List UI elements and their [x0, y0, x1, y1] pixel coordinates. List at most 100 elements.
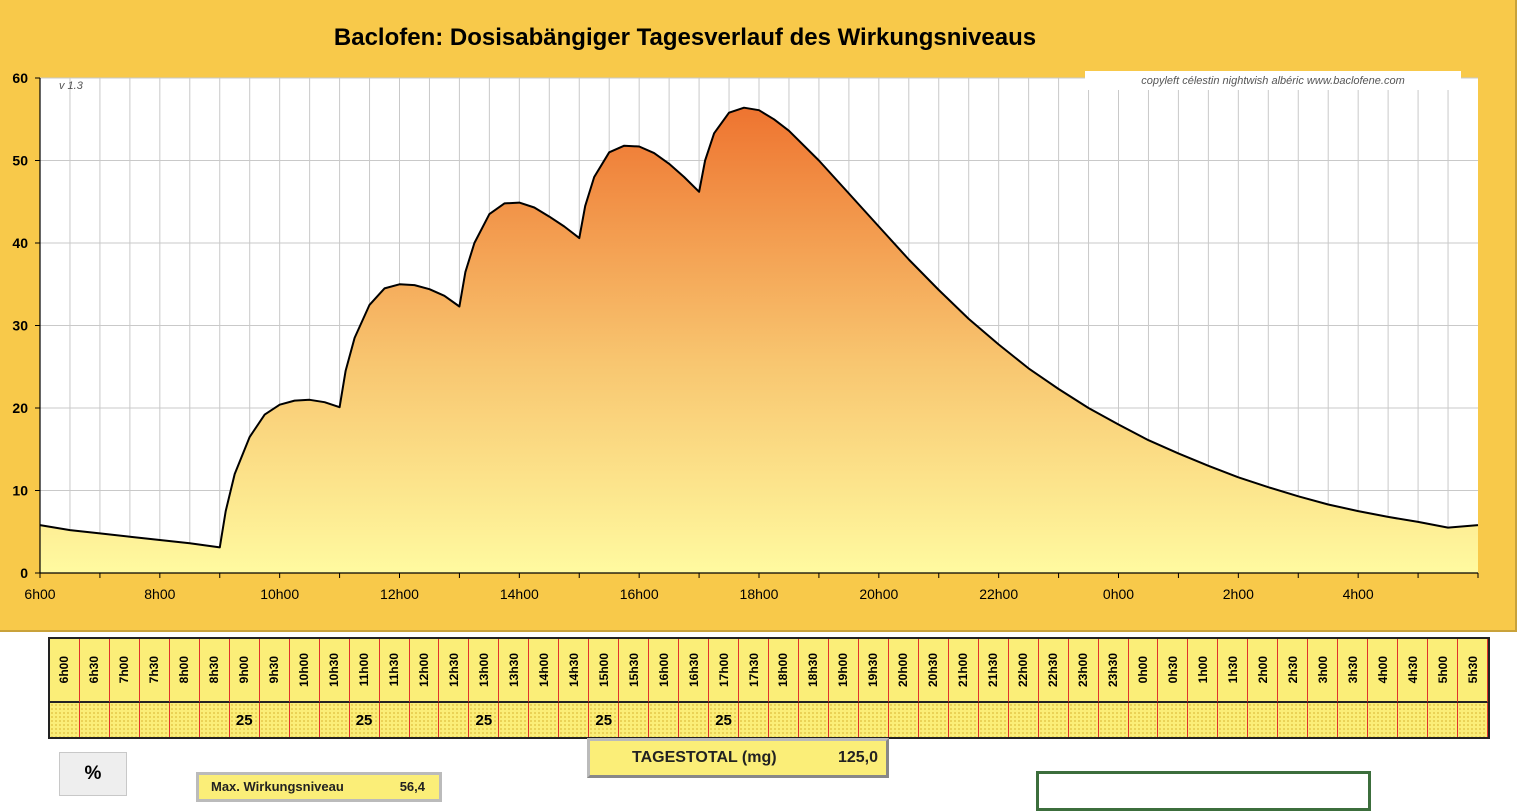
- time-slot-header: 18h30: [798, 639, 829, 703]
- dose-input-cell[interactable]: [769, 703, 799, 737]
- dose-input-cell[interactable]: [50, 703, 80, 737]
- time-slot-label: 21h00: [956, 652, 971, 688]
- dose-input-cell[interactable]: [169, 703, 200, 737]
- time-slot-header: 22h00: [1008, 639, 1039, 703]
- time-slot-header: 0h30: [1158, 639, 1189, 703]
- time-slot-header: 6h30: [79, 639, 110, 703]
- max-level-label: Max. Wirkungsniveau: [211, 779, 344, 794]
- y-tick-label: 50: [12, 153, 28, 169]
- time-slot-label: 11h00: [357, 653, 372, 687]
- y-tick-label: 30: [12, 318, 28, 334]
- time-slot-label: 1h30: [1225, 656, 1240, 684]
- dose-input-cell[interactable]: [619, 703, 650, 737]
- time-slot-header: 16h00: [649, 639, 680, 703]
- dose-input-cell[interactable]: [289, 703, 320, 737]
- dose-input-cell[interactable]: [948, 703, 979, 737]
- dose-input-cell[interactable]: [1188, 703, 1219, 737]
- dose-input-cell[interactable]: [828, 703, 859, 737]
- time-slot-label: 14h00: [536, 652, 551, 688]
- time-slot-label: 5h00: [1435, 656, 1450, 684]
- x-tick-label: 10h00: [260, 586, 299, 602]
- time-slot-header: 7h00: [109, 639, 140, 703]
- time-slot-label: 7h30: [147, 656, 162, 684]
- time-slot-header: 5h30: [1458, 639, 1488, 703]
- time-slot-label: 11h30: [387, 653, 402, 687]
- dose-input-cell[interactable]: [1248, 703, 1279, 737]
- dose-input-cell[interactable]: [109, 703, 140, 737]
- dose-input-cell[interactable]: 25: [349, 703, 380, 737]
- time-slot-label: 18h00: [776, 652, 791, 688]
- time-slot-header: 15h00: [589, 639, 620, 703]
- time-slot-header: 1h30: [1218, 639, 1249, 703]
- dose-input-cell[interactable]: [978, 703, 1009, 737]
- dose-input-cell[interactable]: [1428, 703, 1459, 737]
- time-slot-label: 19h30: [866, 652, 881, 688]
- dose-input-cell[interactable]: [1158, 703, 1189, 737]
- dose-input-cell[interactable]: [409, 703, 440, 737]
- time-slot-label: 17h30: [746, 652, 761, 688]
- dose-input-cell[interactable]: [1038, 703, 1069, 737]
- dose-input-cell[interactable]: [139, 703, 170, 737]
- version-label: v 1.3: [59, 80, 83, 92]
- time-slot-header: 12h30: [439, 639, 470, 703]
- dose-input-cell[interactable]: [529, 703, 560, 737]
- time-slot-label: 22h00: [1016, 652, 1031, 688]
- dose-input-cell[interactable]: [1398, 703, 1429, 737]
- dose-input-cell[interactable]: [918, 703, 949, 737]
- time-slot-label: 3h30: [1345, 656, 1360, 684]
- dose-input-cell[interactable]: [1218, 703, 1249, 737]
- y-tick-label: 0: [20, 565, 28, 581]
- dose-input-cell[interactable]: [1068, 703, 1099, 737]
- dose-input-cell[interactable]: 25: [589, 703, 620, 737]
- time-slot-header: 17h00: [709, 639, 740, 703]
- max-level-value: 56,4: [399, 779, 425, 794]
- axes: [35, 77, 1479, 578]
- x-tick-labels: 6h00 8h00 10h00 12h00 14h00 16h00 18h00 20h00 22…: [24, 586, 1374, 602]
- x-tick-label: 2h00: [1223, 586, 1254, 602]
- dose-input-cell[interactable]: [79, 703, 110, 737]
- time-slot-label: 6h00: [57, 656, 72, 684]
- dose-input-cell[interactable]: [1278, 703, 1309, 737]
- x-tick-label: 14h00: [500, 586, 539, 602]
- dose-input-cell[interactable]: [1458, 703, 1488, 737]
- dose-input-cell[interactable]: [798, 703, 829, 737]
- time-slot-header: 2h30: [1278, 639, 1309, 703]
- dose-input-cell[interactable]: [1368, 703, 1399, 737]
- time-slot-label: 2h00: [1255, 656, 1270, 684]
- dose-input-cell[interactable]: 25: [709, 703, 740, 737]
- dose-input-cell[interactable]: [319, 703, 350, 737]
- dose-input-cell[interactable]: [499, 703, 530, 737]
- time-slot-header: 20h30: [918, 639, 949, 703]
- dose-input-cell[interactable]: [439, 703, 470, 737]
- dose-input-cell[interactable]: [199, 703, 230, 737]
- dose-input-cell[interactable]: [559, 703, 590, 737]
- time-slot-header: 17h30: [739, 639, 769, 703]
- time-slot-label: 9h00: [237, 656, 252, 684]
- dose-input-cell[interactable]: [1128, 703, 1159, 737]
- dose-input-cell[interactable]: 25: [469, 703, 500, 737]
- time-slot-header: 4h00: [1368, 639, 1399, 703]
- dose-schedule-grid: 6h00 6h30 7h00 7h30 8h00 8h30 9h00 9h30 10h00 10h…: [48, 637, 1490, 739]
- dose-input-cell[interactable]: [649, 703, 680, 737]
- time-slot-header: 9h00: [229, 639, 260, 703]
- dose-input-cell[interactable]: [1308, 703, 1339, 737]
- time-slot-header: 1h00: [1188, 639, 1219, 703]
- dose-input-cell[interactable]: [739, 703, 769, 737]
- dose-input-cell[interactable]: 25: [229, 703, 260, 737]
- dose-input-cell[interactable]: [379, 703, 410, 737]
- dose-input-cell[interactable]: [679, 703, 710, 737]
- time-slot-header: 18h00: [769, 639, 799, 703]
- time-slot-header: 15h30: [619, 639, 650, 703]
- dose-input-cell[interactable]: [888, 703, 919, 737]
- time-slot-label: 22h30: [1046, 652, 1061, 688]
- dose-input-cell[interactable]: [1008, 703, 1039, 737]
- daily-total-box: TAGESTOTAL (mg) 125,0: [587, 738, 889, 778]
- percent-button[interactable]: %: [59, 752, 127, 796]
- time-slot-label: 7h00: [117, 656, 132, 684]
- dose-input-cell[interactable]: [858, 703, 889, 737]
- dose-input-cell[interactable]: [259, 703, 290, 737]
- time-slot-header: 14h30: [559, 639, 590, 703]
- dose-input-cell[interactable]: [1098, 703, 1129, 737]
- dose-input-cell[interactable]: [1338, 703, 1369, 737]
- time-slot-header: 21h30: [978, 639, 1009, 703]
